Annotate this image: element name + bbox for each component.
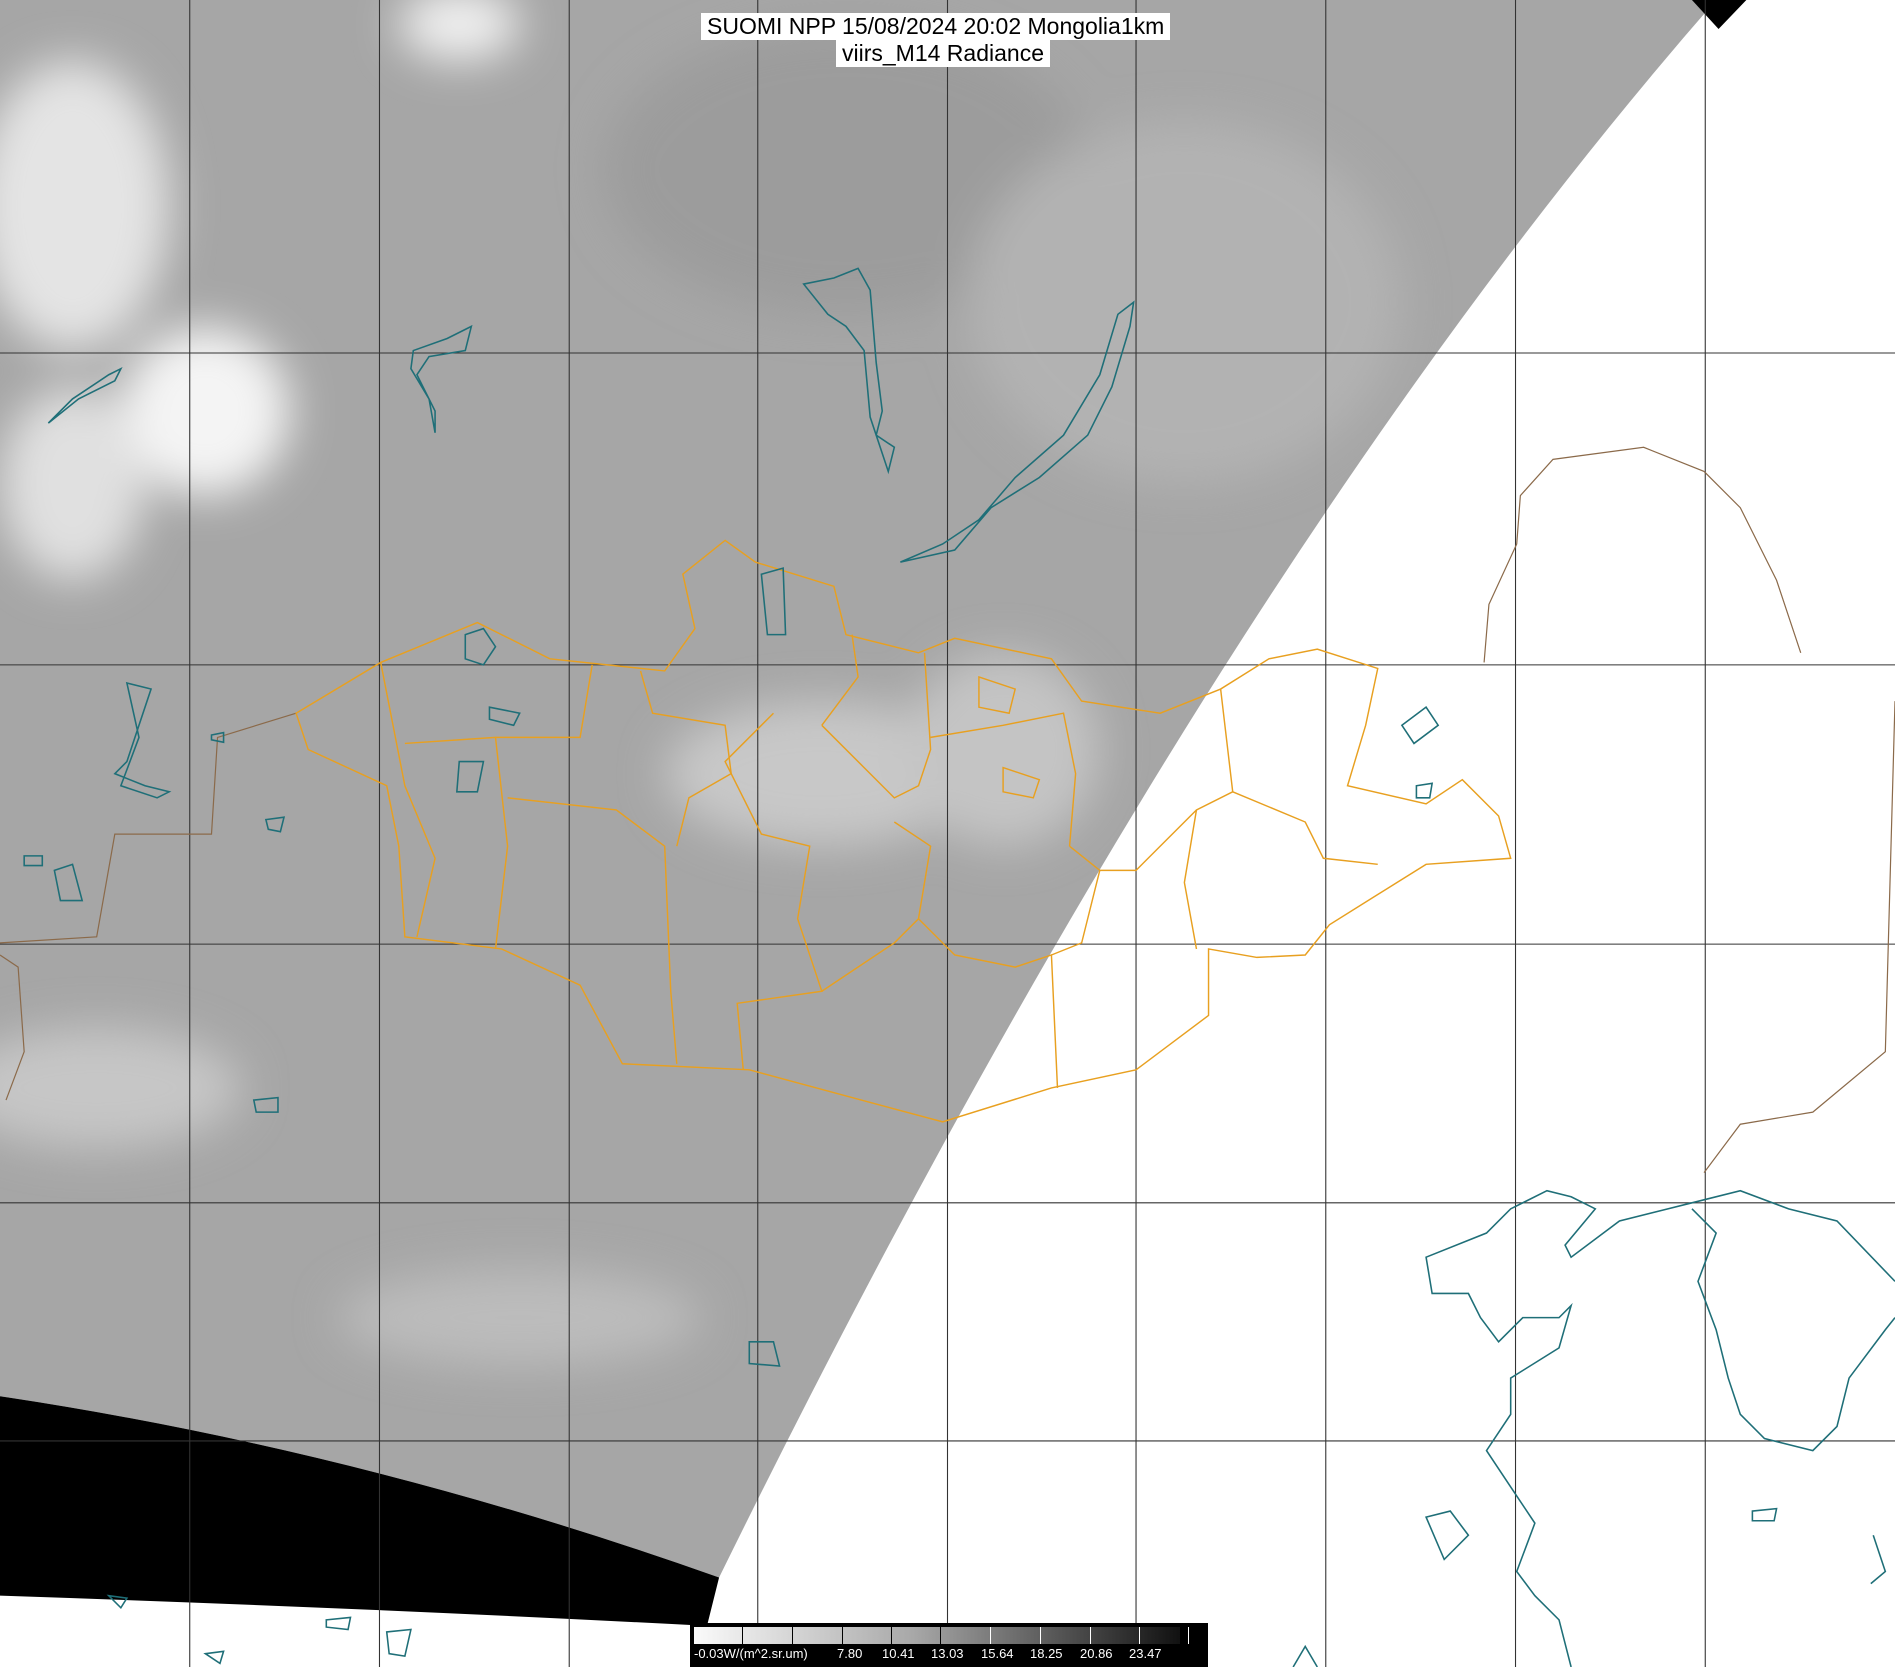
cloud-cover (0, 0, 1402, 1366)
colorbar-tick-label: 23.47 (1129, 1646, 1162, 1661)
colorbar-tick (842, 1627, 843, 1644)
colorbar-tick-label: 13.03 (931, 1646, 964, 1661)
colorbar-tick (742, 1627, 743, 1644)
colorbar-tick (1188, 1627, 1189, 1644)
colorbar-tick (940, 1627, 941, 1644)
colorbar-tick-label: 20.86 (1080, 1646, 1113, 1661)
colorbar-gradient (694, 1627, 1180, 1644)
colorbar-tick (891, 1627, 892, 1644)
colorbar-tick-label: 10.41 (882, 1646, 915, 1661)
country-borders (0, 446, 1895, 1173)
colorbar-tick-label: 18.25 (1030, 1646, 1063, 1661)
no-data-region-bottom (0, 1396, 720, 1626)
mongolia-province-borders (295, 539, 1512, 1123)
map-title-line2: viirs_M14 Radiance (836, 40, 1050, 67)
colorbar-tick (1090, 1627, 1091, 1644)
coastlines-lakes (23, 267, 1895, 1667)
colorbar-unit-label: -0.03W/(m^2.sr.um) (694, 1646, 808, 1661)
colorbar-tick (792, 1627, 793, 1644)
colorbar-legend: -0.03W/(m^2.sr.um) 7.80 10.41 13.03 15.6… (690, 1623, 1208, 1667)
colorbar-tick (1040, 1627, 1041, 1644)
colorbar-tick (1139, 1627, 1140, 1644)
colorbar-tick (990, 1627, 991, 1644)
colorbar-tick-label: 7.80 (837, 1646, 863, 1661)
map-title-line1: SUOMI NPP 15/08/2024 20:02 Mongolia1km (701, 13, 1171, 40)
colorbar-tick-label: 15.64 (981, 1646, 1014, 1661)
